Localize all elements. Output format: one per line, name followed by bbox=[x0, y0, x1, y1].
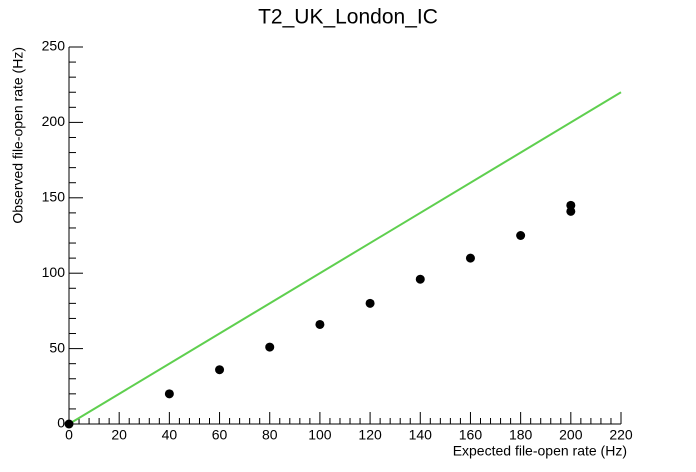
y-axis-title: Observed file-open rate (Hz) bbox=[10, 47, 26, 224]
x-tick-label: 120 bbox=[358, 427, 382, 443]
data-point bbox=[566, 206, 576, 216]
x-tick-label: 140 bbox=[409, 427, 433, 443]
x-axis-title: Expected file-open rate (Hz) bbox=[453, 443, 627, 459]
data-point bbox=[64, 419, 74, 429]
y-tick-label: 250 bbox=[42, 38, 66, 54]
data-point bbox=[215, 365, 225, 375]
x-tick-label: 200 bbox=[559, 427, 583, 443]
data-point bbox=[365, 298, 375, 308]
y-tick-label: 50 bbox=[49, 339, 65, 355]
x-tick-label: 160 bbox=[459, 427, 483, 443]
chart-title: T2_UK_London_IC bbox=[258, 6, 438, 29]
x-tick-label: 20 bbox=[111, 427, 127, 443]
data-point bbox=[164, 389, 174, 399]
x-tick-label: 180 bbox=[509, 427, 533, 443]
x-tick-label: 80 bbox=[262, 427, 278, 443]
y-tick-label: 200 bbox=[42, 113, 66, 129]
data-point bbox=[315, 319, 325, 329]
data-point bbox=[465, 253, 475, 263]
x-tick-label: 40 bbox=[162, 427, 178, 443]
y-tick-label: 0 bbox=[57, 415, 65, 431]
data-point bbox=[265, 342, 275, 352]
x-tick-label: 60 bbox=[212, 427, 228, 443]
x-tick-label: 100 bbox=[308, 427, 332, 443]
reference-line bbox=[68, 91, 622, 425]
y-tick-label: 150 bbox=[42, 189, 66, 205]
data-point bbox=[516, 231, 526, 240]
x-tick-label: 220 bbox=[609, 427, 633, 443]
x-tick-label: 0 bbox=[65, 427, 73, 443]
data-point bbox=[415, 274, 425, 284]
y-tick-label: 100 bbox=[42, 264, 66, 280]
